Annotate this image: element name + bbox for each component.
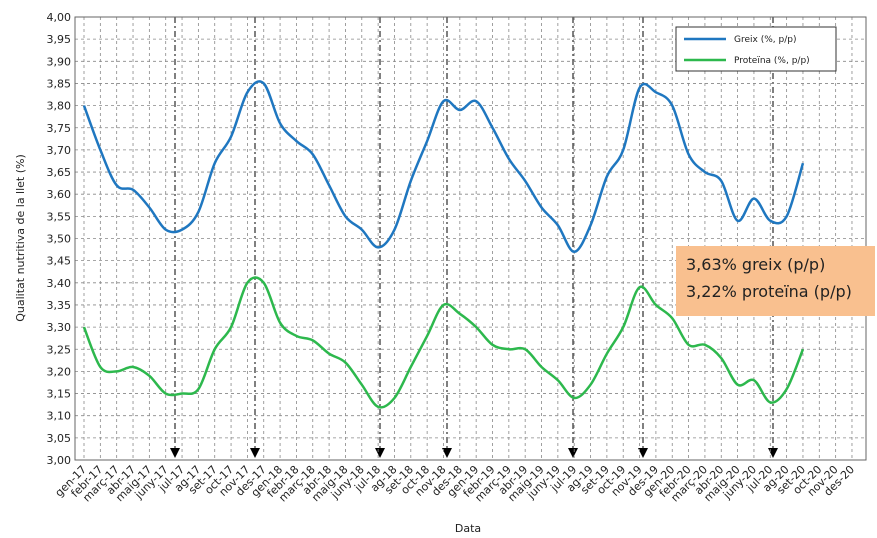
plot: 3,00 3,05 3,10 3,15 3,20 3,25 3,30 3,35 3,40 3,45… [47, 11, 867, 504]
y-tick-label: 3,15 [47, 388, 72, 401]
arrow-head [375, 448, 385, 458]
arrow-head [442, 448, 452, 458]
y-tick-label: 3,35 [47, 299, 72, 312]
arrow-head [250, 448, 260, 458]
series-line [82, 276, 805, 409]
legend-label: Proteïna (%, p/p) [734, 56, 810, 66]
arrow-head [638, 448, 648, 458]
y-tick-label: 3,90 [47, 55, 72, 68]
series-line [82, 80, 805, 254]
annotation: 3,63% greix (p/p) [686, 255, 825, 274]
annotation: 3,22% proteïna (p/p) [686, 282, 852, 301]
y-tick-label: 3,70 [47, 144, 72, 157]
y-tick-label: 3,30 [47, 321, 72, 334]
y-tick-label: 3,25 [47, 343, 72, 356]
legend-label: Greix (%, p/p) [734, 35, 796, 45]
legend-box [675, 26, 837, 72]
y-tick-label: 3,10 [47, 410, 72, 423]
y-tick-label: 3,50 [47, 233, 72, 246]
y-tick-label: 3,60 [47, 188, 72, 201]
y-tick-label: 3,00 [47, 454, 72, 467]
y-tick-label: 3,20 [47, 365, 72, 378]
y-tick-label: 3,45 [47, 255, 72, 268]
annotation-box [676, 246, 875, 316]
y-tick-label: 3,85 [47, 77, 72, 90]
x-axis-label: Data [455, 522, 481, 535]
arrow-head [568, 448, 578, 458]
y-tick-label: 4,00 [47, 11, 72, 24]
y-tick-label: 3,95 [47, 33, 72, 46]
y-tick-label: 3,65 [47, 166, 72, 179]
y-tick-label: 3,55 [47, 210, 72, 223]
y-tick-label: 3,80 [47, 100, 72, 113]
y-tick-label: 3,40 [47, 277, 72, 290]
y-tick-label: 3,75 [47, 122, 72, 135]
arrow-head [768, 448, 778, 458]
y-axis-label: Qualitat nutritiva de la llet (%) [14, 154, 27, 322]
plot-frame [74, 16, 867, 461]
arrow-head [170, 448, 180, 458]
y-tick-label: 3,05 [47, 432, 72, 445]
